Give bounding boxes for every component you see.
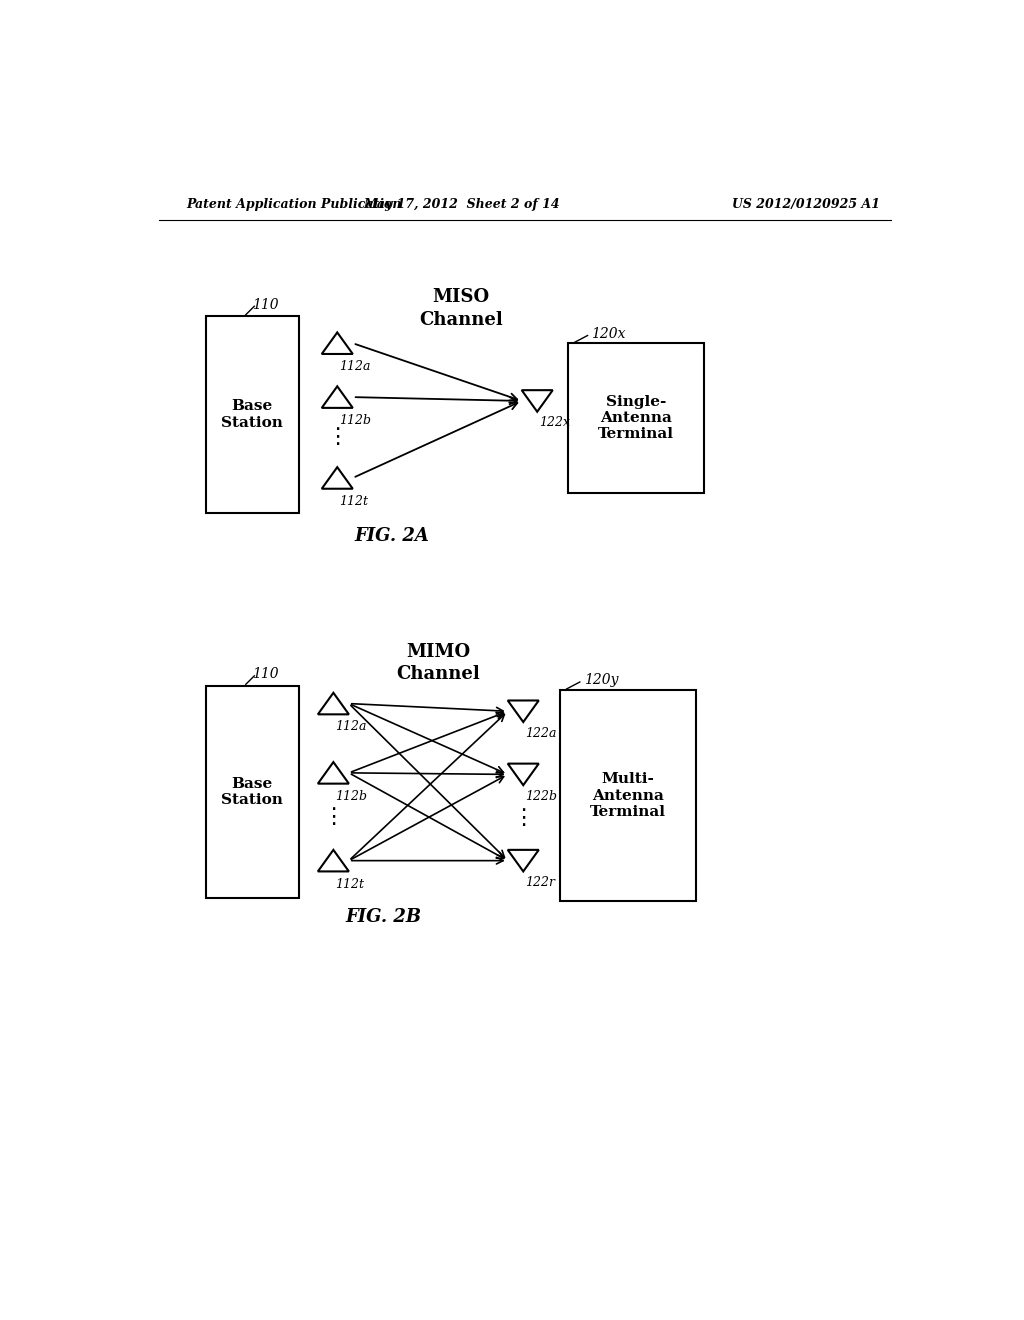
Text: FIG. 2A: FIG. 2A — [354, 527, 429, 545]
Text: 112b: 112b — [339, 414, 371, 428]
Bar — [206, 317, 299, 512]
Text: 112a: 112a — [339, 360, 371, 374]
Bar — [206, 686, 299, 898]
Text: 120x: 120x — [592, 327, 626, 341]
Text: 120y: 120y — [584, 673, 618, 688]
Bar — [568, 343, 703, 494]
Text: 110: 110 — [252, 668, 279, 681]
Text: Base
Station: Base Station — [221, 776, 283, 807]
Text: 112t: 112t — [335, 878, 364, 891]
Text: 110: 110 — [252, 298, 279, 312]
Text: Base
Station: Base Station — [221, 400, 283, 429]
Text: 122x: 122x — [539, 416, 569, 429]
Text: 112t: 112t — [339, 495, 368, 508]
Text: FIG. 2B: FIG. 2B — [346, 908, 422, 925]
Bar — [560, 689, 696, 902]
Text: ⋮: ⋮ — [323, 807, 344, 826]
Text: 122r: 122r — [524, 876, 555, 890]
Text: May 17, 2012  Sheet 2 of 14: May 17, 2012 Sheet 2 of 14 — [362, 198, 559, 211]
Text: 122b: 122b — [524, 789, 557, 803]
Text: ⋮: ⋮ — [326, 428, 348, 447]
Text: Single-
Antenna
Terminal: Single- Antenna Terminal — [598, 395, 674, 441]
Text: Multi-
Antenna
Terminal: Multi- Antenna Terminal — [590, 772, 667, 818]
Text: Patent Application Publication: Patent Application Publication — [186, 198, 401, 211]
Text: US 2012/0120925 A1: US 2012/0120925 A1 — [732, 198, 881, 211]
Text: MISO
Channel: MISO Channel — [420, 289, 503, 329]
Text: MIMO
Channel: MIMO Channel — [396, 643, 480, 682]
Text: 112b: 112b — [335, 789, 367, 803]
Text: ⋮: ⋮ — [512, 808, 535, 828]
Text: 112a: 112a — [335, 721, 367, 734]
Text: 122a: 122a — [524, 726, 556, 739]
